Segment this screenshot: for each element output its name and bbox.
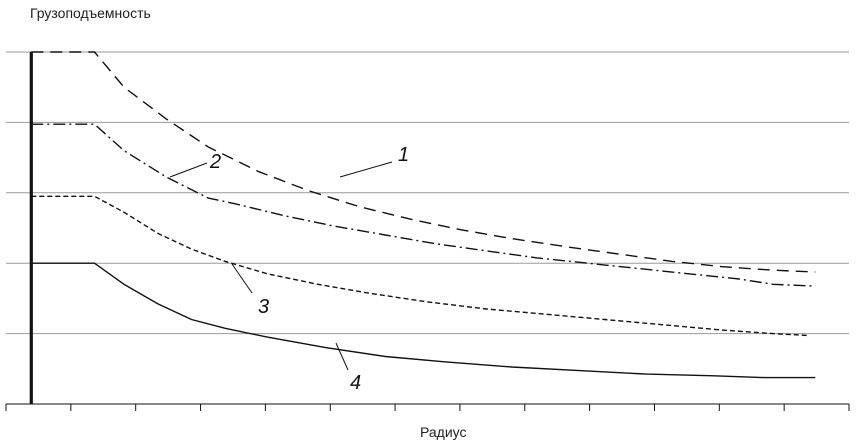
series-line-2 [31,123,816,287]
curve-label-4: 4 [350,372,361,394]
leader-line-2 [169,162,208,178]
x-axis-label: Радиус [420,424,467,440]
series-line-3 [31,195,807,337]
curves [31,51,816,379]
curve-label-2: 2 [209,151,221,173]
leader-line-3 [231,263,253,294]
y-axis-label: Грузоподъемность [30,5,151,21]
x-ticks [5,404,850,411]
grid [6,51,849,405]
curve-labels: 1 2 3 4 [169,144,409,394]
series-line-4 [31,262,816,379]
series-line-1 [31,51,816,273]
curve-label-1: 1 [398,144,409,166]
leader-line-4 [335,342,349,371]
axes [6,52,849,405]
leader-line-1 [339,161,393,178]
curve-label-3: 3 [258,296,269,318]
